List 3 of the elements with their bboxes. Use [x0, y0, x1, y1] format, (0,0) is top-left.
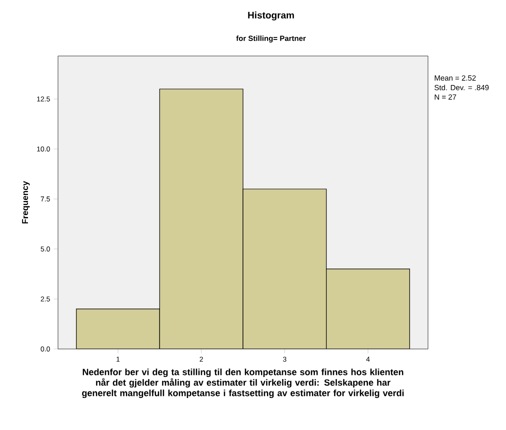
y-axis-title: Frequency: [22, 181, 30, 224]
x-axis-title: Nedenfor ber vi deg ta stilling til den kompetanse som finnes hos klienten når det gjelder måling av estimater til virkelig verdi: Selskapene har generelt mangelfull kompetanse i fastsetting av estimater for virkelig verdi: [82, 368, 404, 398]
chart-title: Histogram: [248, 12, 294, 20]
